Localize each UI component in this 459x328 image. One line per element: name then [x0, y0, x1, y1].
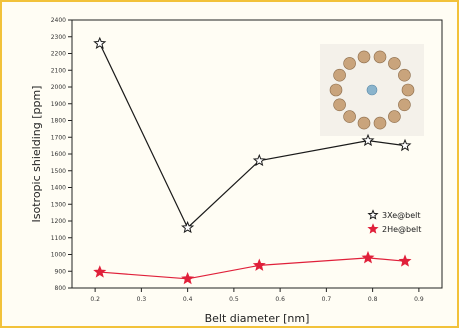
chart: 0.2 0.3 0.4 0.5 0.6 0.7 0.8 0.9 800 900 1000 1100 12…	[30, 17, 443, 325]
axes: 0.2 0.3 0.4 0.5 0.6 0.7 0.8 0.9 800 900 1000 1100 12…	[51, 17, 443, 303]
legend-label: 2He@belt	[382, 225, 421, 234]
x-tick-label: 0.5	[229, 296, 239, 303]
y-axis-title: Isotropic shielding [ppm]	[30, 86, 43, 223]
y-tick-label: 2200	[51, 51, 66, 58]
ring-atom	[333, 68, 346, 82]
ring-atom	[329, 83, 343, 97]
x-tick-label: 0.4	[183, 296, 193, 303]
ring-atom	[333, 98, 346, 112]
ring-atom	[388, 110, 401, 123]
ring-atom	[343, 110, 356, 123]
data-point-star	[361, 133, 375, 147]
center-atom	[366, 84, 378, 96]
ring-atom	[388, 57, 401, 70]
data-point-star	[181, 271, 195, 285]
x-tick-label: 0.7	[322, 296, 332, 303]
ring-atom	[357, 50, 371, 64]
ring-atom	[401, 83, 415, 97]
legend-marker	[367, 209, 379, 220]
y-tick-label: 800	[55, 285, 67, 292]
y-tick-label: 1000	[51, 252, 66, 259]
y-tick-label: 2300	[51, 34, 66, 41]
x-tick-label: 0.3	[137, 296, 147, 303]
x-axis-title: Belt diameter [nm]	[205, 312, 310, 325]
y-tick-label: 1900	[51, 101, 66, 108]
data-point-star	[252, 153, 266, 167]
x-tick-label: 0.9	[414, 296, 424, 303]
ring-atom	[398, 98, 411, 112]
y-tick-label: 900	[55, 268, 67, 275]
y-tick-label: 1600	[51, 151, 66, 158]
legend-label: 3Xe@belt	[382, 211, 421, 220]
y-tick-label: 2000	[51, 84, 66, 91]
legend: 3Xe@belt 2He@belt	[367, 209, 421, 234]
y-tick-label: 1100	[51, 235, 66, 242]
data-point-star	[181, 220, 195, 234]
y-tick-label: 2100	[51, 67, 66, 74]
data-point-star	[93, 36, 107, 49]
y-tick-label: 1200	[51, 218, 66, 225]
data-point-star	[93, 265, 107, 278]
y-tick-label: 1700	[51, 134, 66, 141]
ring-atom	[373, 116, 387, 130]
y-tick-label: 2400	[51, 17, 66, 24]
x-tick-label: 0.6	[275, 296, 285, 303]
x-tick-label: 0.2	[90, 296, 100, 303]
series-line	[99, 257, 406, 280]
y-tick-label: 1400	[51, 185, 66, 192]
data-point-star	[398, 254, 412, 267]
y-tick-label: 1300	[51, 201, 66, 208]
ring-atom	[343, 57, 356, 70]
data-point-star	[398, 138, 412, 152]
molecule-inset-illustration	[320, 44, 424, 136]
ring-atom	[398, 68, 411, 82]
series-layer	[93, 36, 412, 285]
y-tick-label: 1500	[51, 168, 66, 175]
data-point-star	[252, 258, 266, 271]
ring-atom	[357, 116, 371, 130]
y-tick-label: 1800	[51, 118, 66, 125]
legend-marker	[367, 223, 379, 234]
x-tick-label: 0.8	[368, 296, 378, 303]
data-point-star	[361, 250, 375, 264]
ring-atom	[373, 50, 387, 64]
